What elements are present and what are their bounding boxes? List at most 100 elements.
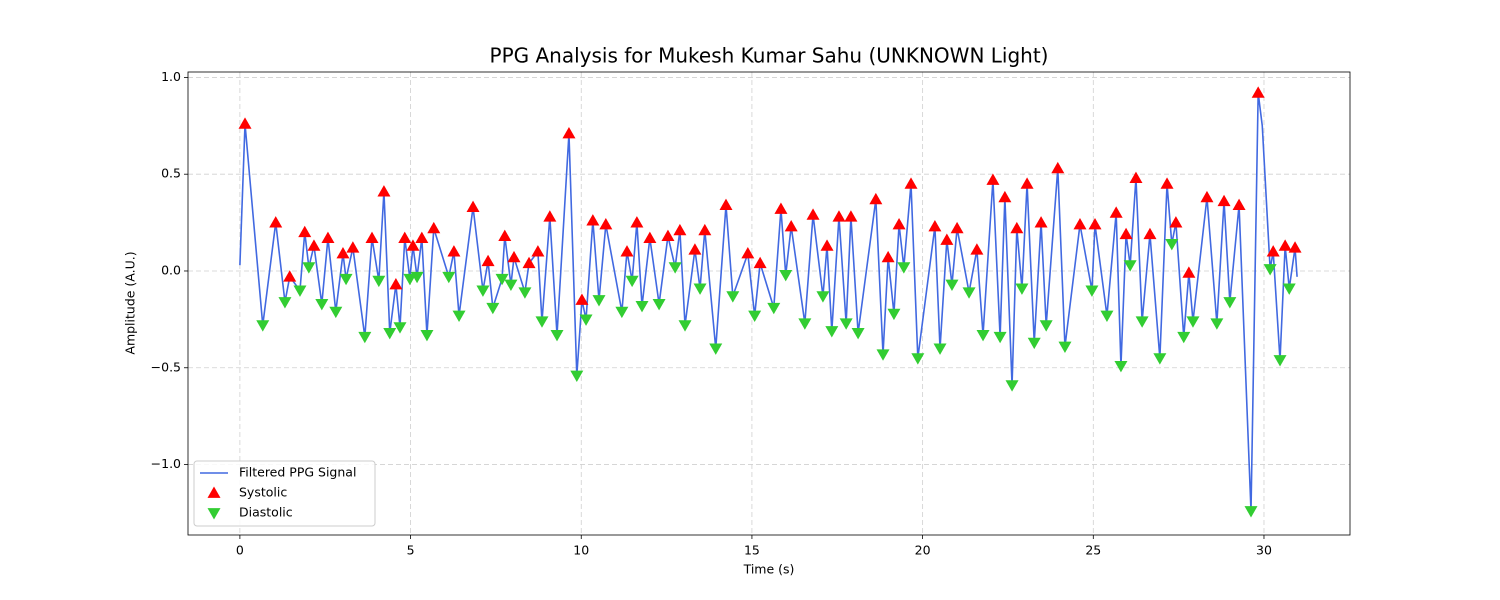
legend-label: Systolic	[239, 485, 287, 500]
systolic-marker	[531, 245, 545, 257]
systolic-marker	[481, 254, 495, 267]
diastolic-marker	[1177, 331, 1191, 344]
x-tick-label: 5	[407, 543, 415, 558]
x-tick-label: 25	[1085, 543, 1101, 558]
x-tick-label: 30	[1256, 543, 1272, 558]
legend-swatch	[207, 486, 221, 498]
diastolic-marker	[933, 343, 947, 355]
diastolic-marker	[372, 275, 386, 288]
systolic-marker	[238, 117, 252, 129]
systolic-marker	[928, 219, 942, 232]
y-tick-label: 1.0	[161, 69, 181, 84]
diastolic-marker	[1273, 355, 1287, 367]
diastolic-marker	[535, 316, 549, 328]
diastolic-marker	[1015, 283, 1029, 295]
systolic-marker	[1232, 198, 1246, 211]
diastolic-marker	[1114, 360, 1128, 373]
systolic-marker	[283, 270, 297, 282]
systolic-marker	[522, 256, 536, 269]
x-tick-label: 15	[744, 543, 760, 558]
diastolic-marker	[1153, 353, 1167, 365]
systolic-marker	[575, 293, 589, 305]
diastolic-marker	[693, 283, 707, 295]
systolic-marker	[307, 239, 321, 251]
systolic-marker	[630, 216, 644, 228]
systolic-marker	[998, 190, 1012, 203]
chart-title: PPG Analysis for Mukesh Kumar Sahu (UNKN…	[490, 44, 1049, 68]
systolic-marker	[1182, 266, 1196, 278]
systolic-marker	[1073, 218, 1087, 230]
systolic-marker	[562, 127, 576, 139]
systolic-marker	[599, 218, 613, 230]
y-tick-label: 0.5	[161, 166, 181, 181]
diastolic-marker	[1058, 341, 1072, 353]
diastolic-marker	[635, 300, 649, 313]
diastolic-marker	[668, 262, 682, 274]
systolic-marker	[806, 208, 820, 220]
diastolic-marker	[476, 285, 490, 297]
systolic-marker	[1109, 206, 1123, 218]
systolic-marker	[970, 243, 984, 255]
systolic-marker	[298, 225, 312, 238]
diastolic-marker	[504, 279, 518, 292]
systolic-marker	[673, 223, 687, 236]
systolic-marker	[1200, 190, 1214, 203]
systolic-marker	[986, 173, 1000, 185]
diastolic-marker	[518, 287, 532, 299]
systolic-marker	[1278, 239, 1292, 251]
diastolic-marker	[293, 285, 307, 297]
diastolic-marker	[1165, 239, 1179, 251]
systolic-marker	[741, 247, 755, 259]
diastolic-marker	[911, 353, 925, 365]
diastolic-marker	[486, 302, 500, 315]
diastolic-marker	[358, 331, 372, 344]
y-axis-label: Amplitude (A.U.)	[123, 251, 138, 354]
systolic-marker	[498, 229, 512, 242]
diastolic-marker	[1186, 316, 1200, 328]
diastolic-marker	[1085, 285, 1099, 297]
systolic-marker	[406, 239, 420, 251]
diastolic-marker	[383, 328, 397, 340]
systolic-marker	[892, 218, 906, 230]
diastolic-marker	[876, 349, 890, 361]
systolic-marker	[1051, 161, 1065, 174]
systolic-marker	[950, 221, 964, 234]
systolic-marker	[377, 185, 391, 197]
diastolic-marker	[767, 302, 781, 315]
systolic-marker	[661, 229, 675, 242]
diastolic-marker	[1100, 310, 1114, 323]
signal-line	[239, 92, 1298, 512]
y-tick-label: −1.0	[151, 456, 181, 471]
legend-box	[193, 460, 376, 527]
diastolic-marker	[851, 328, 865, 340]
diastolic-marker	[1244, 506, 1258, 518]
diastolic-marker	[579, 314, 593, 326]
systolic-marker	[784, 219, 798, 232]
systolic-marker	[1129, 171, 1143, 183]
diastolic-marker	[592, 295, 606, 307]
diastolic-marker	[945, 279, 959, 292]
diastolic-marker	[798, 318, 812, 330]
diastolic-marker	[570, 370, 584, 383]
systolic-marker	[832, 210, 846, 222]
diastolic-marker	[816, 291, 830, 303]
diastolic-marker	[1123, 260, 1137, 272]
systolic-marker	[269, 216, 283, 228]
systolic-marker	[940, 233, 954, 245]
systolic-marker	[881, 250, 895, 263]
systolic-marker	[844, 210, 858, 222]
diastolic-marker	[1210, 318, 1224, 330]
systolic-marker	[643, 231, 657, 243]
plot-frame	[187, 71, 1351, 536]
diastolic-marker	[403, 273, 417, 286]
systolic-marker	[1119, 227, 1133, 240]
systolic-marker	[774, 202, 788, 214]
systolic-marker	[753, 256, 767, 269]
diastolic-marker	[1263, 264, 1277, 276]
systolic-marker	[1217, 194, 1231, 207]
systolic-marker	[1251, 86, 1265, 98]
systolic-marker	[346, 241, 360, 253]
legend: Filtered PPG Signal Systolic Diastolic	[193, 460, 376, 527]
systolic-marker	[904, 177, 918, 189]
